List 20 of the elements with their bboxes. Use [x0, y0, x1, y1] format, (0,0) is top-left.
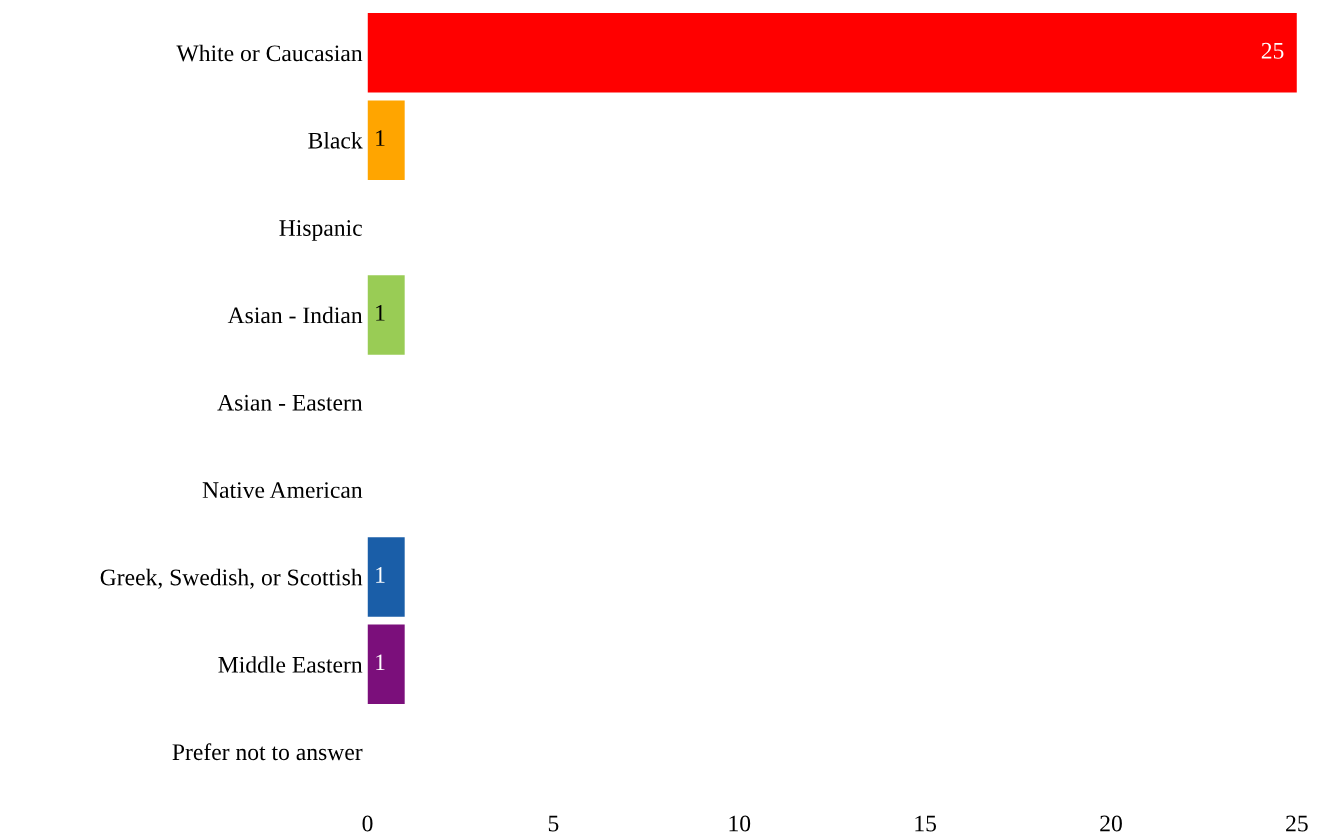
data-label: 1 [376, 654, 385, 671]
y-tick-label: Greek, Swedish, or Scottish [100, 568, 363, 589]
x-tick-label: 25 [1286, 815, 1308, 832]
y-tick-label: Asian - Indian [227, 306, 363, 324]
data-label: 25 [1261, 42, 1284, 59]
x-tick-label: 0 [362, 815, 373, 832]
data-label: 1 [376, 567, 385, 583]
data-label: 1 [376, 305, 385, 321]
y-tick-label: White or Caucasian [176, 44, 363, 62]
x-tick-label: 15 [915, 815, 937, 832]
y-tick-label: Black [308, 132, 363, 149]
data-label: 1 [376, 130, 385, 146]
x-tick-label: 20 [1100, 815, 1122, 832]
y-tick-label: Asian - Eastern [217, 394, 363, 411]
y-tick-label: Middle Eastern [218, 656, 363, 673]
x-tick-label: 10 [729, 815, 751, 832]
y-tick-label: Prefer not to answer [172, 743, 363, 761]
y-tick-label: Native American [202, 482, 363, 499]
y-tick-label: Hispanic [279, 220, 362, 241]
x-tick-label: 5 [548, 815, 559, 832]
